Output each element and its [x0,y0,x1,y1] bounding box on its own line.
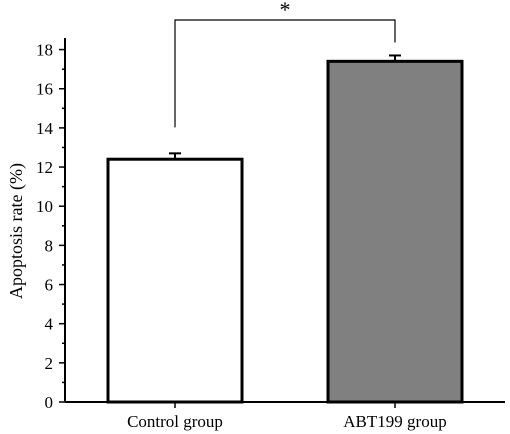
y-tick-label-14: 14 [36,119,54,138]
error-bars-group [169,54,401,160]
x-tick-label-abt199-group: ABT199 group [343,412,446,431]
y-tick-label-2: 2 [45,354,54,373]
bar-control-group [106,157,244,404]
y-tick-label-8: 8 [45,236,54,255]
y-tick-label-0: 0 [45,393,54,412]
significance-bracket [174,19,396,128]
y-ticks-group: 0 2 4 6 8 10 12 14 16 18 [36,41,65,412]
y-tick-label-12: 12 [36,158,53,177]
y-tick-label-18: 18 [36,41,53,60]
y-tick-label-10: 10 [36,197,53,216]
y-tick-label-16: 16 [36,80,53,99]
significance-star: * [280,0,291,22]
bar-abt199-group [326,59,464,404]
x-tick-label-control-group: Control group [127,412,223,431]
significance-group: * [174,0,396,128]
x-tick-labels-group: Control group ABT199 group [127,402,447,431]
y-tick-label-6: 6 [45,276,54,295]
bars-group [106,59,464,404]
y-axis-label: Apoptosis rate (%) [6,163,27,299]
axes-group [64,38,505,403]
y-tick-label-4: 4 [45,315,54,334]
